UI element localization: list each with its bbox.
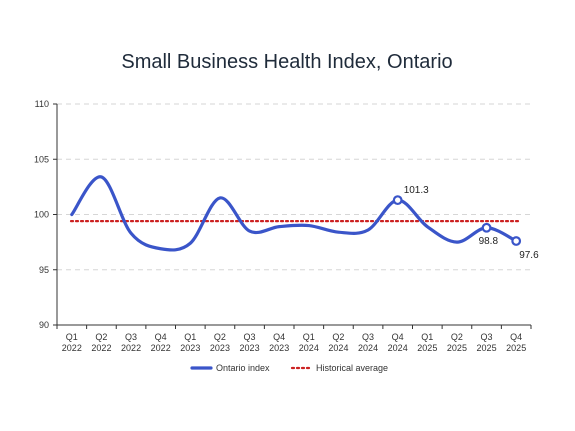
- x-tick-label-year: 2022: [91, 343, 111, 353]
- x-tick-label-year: 2023: [210, 343, 230, 353]
- x-tick-label-year: 2024: [299, 343, 319, 353]
- x-tick-label-year: 2022: [62, 343, 82, 353]
- data-label: 101.3: [404, 185, 429, 196]
- x-tick-label-year: 2022: [121, 343, 141, 353]
- ontario-index-line: [70, 175, 518, 252]
- x-tick-label: Q1: [66, 332, 78, 342]
- x-tick-label-year: 2022: [151, 343, 171, 353]
- x-tick-label: Q3: [481, 332, 493, 342]
- y-tick-label: 100: [34, 210, 49, 220]
- y-tick-label: 110: [35, 99, 49, 109]
- x-tick-label: Q1: [421, 332, 433, 342]
- x-tick-label-year: 2023: [240, 343, 260, 353]
- chart-title: Small Business Health Index, Ontario: [121, 51, 452, 73]
- axes: 9095100105110Q12022Q22022Q32022Q42022Q12…: [34, 99, 532, 353]
- x-tick-label: Q2: [95, 332, 107, 342]
- x-tick-label-year: 2023: [180, 343, 200, 353]
- legend: Ontario index Historical average: [190, 363, 388, 373]
- x-tick-label-year: 2025: [477, 343, 497, 353]
- y-tick-label: 95: [39, 265, 49, 275]
- annotations: 101.3 98.8 97.6: [392, 185, 539, 261]
- highlight-point: [511, 236, 522, 246]
- highlight-point: [392, 195, 403, 206]
- x-tick-label: Q2: [214, 332, 226, 342]
- legend-label-historical: Historical average: [316, 363, 388, 373]
- x-tick-label-year: 2024: [358, 343, 378, 353]
- legend-label-ontario: Ontario index: [216, 363, 270, 373]
- x-tick-label: Q1: [184, 332, 196, 342]
- x-tick-label: Q4: [273, 332, 285, 342]
- x-tick-label-year: 2023: [269, 343, 289, 353]
- x-tick-label-year: 2025: [417, 343, 437, 353]
- x-tick-label: Q4: [155, 332, 167, 342]
- x-tick-label-year: 2024: [328, 343, 348, 353]
- series-group: [70, 175, 518, 252]
- x-tick-label-year: 2025: [447, 343, 467, 353]
- data-label: 97.6: [519, 250, 539, 261]
- x-tick-label: Q3: [244, 332, 256, 342]
- x-tick-label: Q4: [392, 332, 404, 342]
- x-tick-label: Q2: [332, 332, 344, 342]
- x-tick-label-year: 2025: [506, 343, 526, 353]
- x-tick-label: Q2: [451, 332, 463, 342]
- y-tick-label: 90: [39, 320, 49, 330]
- highlight-point: [481, 222, 492, 233]
- data-label: 98.8: [479, 236, 499, 247]
- x-tick-label: Q3: [362, 332, 374, 342]
- x-tick-label-year: 2024: [388, 343, 408, 353]
- x-tick-label: Q3: [125, 332, 137, 342]
- gridlines: [57, 103, 531, 271]
- y-tick-label: 105: [34, 154, 49, 164]
- x-tick-label: Q4: [510, 332, 522, 342]
- x-tick-label: Q1: [303, 332, 315, 342]
